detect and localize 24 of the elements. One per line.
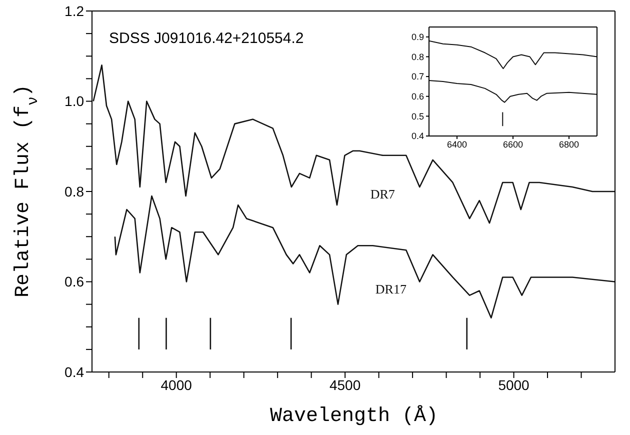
y-tick-label: 0.6	[64, 274, 84, 290]
x-axis-title: Wavelength (Å)	[270, 405, 438, 428]
y-tick-label: 1.2	[64, 2, 84, 19]
line-series	[92, 64, 615, 224]
x-tick-label: 6800	[558, 139, 580, 150]
x-tick-label: 4500	[329, 376, 361, 393]
line-series	[429, 80, 597, 103]
y-tick-label: 0.4	[64, 364, 84, 380]
x-tick-label: 6600	[502, 139, 524, 150]
y-tick-label: 1.0	[64, 93, 84, 110]
x-tick-label: 6400	[446, 139, 468, 150]
x-tick-label: 5000	[498, 376, 530, 393]
y-tick-label: 0.9	[411, 32, 424, 42]
x-tick-label: 4000	[160, 376, 192, 393]
y-tick-label: 0.6	[411, 92, 424, 102]
line-series	[429, 40, 597, 70]
y-tick-label: 0.5	[411, 111, 424, 122]
series-label: DR7	[370, 186, 396, 202]
y-tick-label: 0.8	[64, 183, 84, 200]
y-tick-label: 0.4	[411, 131, 424, 142]
y-tick-label: 0.7	[411, 72, 424, 82]
text: SDSS J091016.42+210554.2	[109, 30, 304, 47]
series-label: DR17	[375, 281, 407, 296]
y-tick-label: 0.8	[411, 52, 424, 62]
